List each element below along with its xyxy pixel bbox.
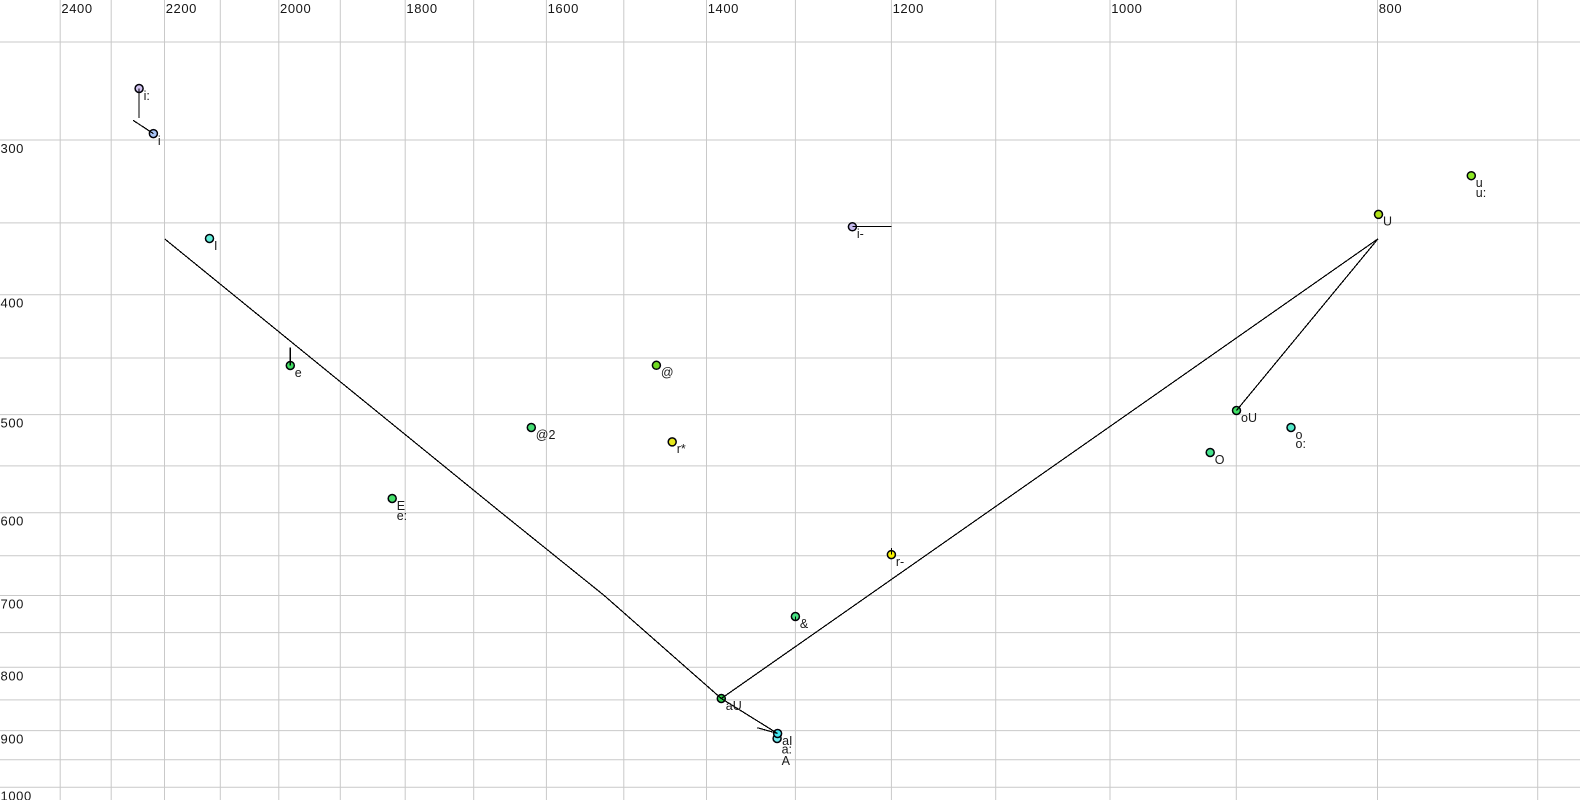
svg-text:2200: 2200 (166, 1, 197, 16)
svg-text:aI: aI (782, 734, 792, 748)
svg-text:2000: 2000 (280, 1, 311, 16)
svg-text:u: u (1476, 176, 1483, 190)
svg-text:700: 700 (1, 597, 25, 612)
svg-text:e:: e: (397, 509, 407, 523)
svg-text:O: O (1215, 453, 1225, 467)
svg-text:U: U (1383, 215, 1392, 229)
svg-text:1600: 1600 (548, 1, 579, 16)
svg-text:500: 500 (1, 416, 25, 431)
svg-text:1000: 1000 (1, 788, 32, 800)
svg-text:300: 300 (1, 141, 25, 156)
svg-text:@2: @2 (536, 428, 556, 442)
svg-text:o:: o: (1296, 437, 1306, 451)
svg-text:r*: r* (677, 442, 686, 456)
svg-text:o: o (1296, 428, 1303, 442)
svg-text:1800: 1800 (406, 1, 437, 16)
svg-text:900: 900 (1, 732, 25, 747)
svg-text:i-: i- (857, 227, 864, 241)
svg-text:1400: 1400 (708, 1, 739, 16)
svg-text:a:: a: (782, 743, 792, 757)
svg-text:i:: i: (144, 89, 150, 103)
svg-text:I: I (214, 239, 217, 253)
svg-text:1000: 1000 (1111, 1, 1142, 16)
svg-text:i: i (158, 134, 161, 148)
svg-text:E: E (397, 499, 405, 513)
svg-text:2400: 2400 (61, 1, 92, 16)
svg-text:aU: aU (726, 699, 742, 713)
svg-text:1200: 1200 (893, 1, 924, 16)
svg-text:800: 800 (1, 668, 25, 683)
svg-text:e: e (295, 366, 302, 380)
svg-text:r-: r- (896, 555, 904, 569)
svg-text:&: & (800, 617, 809, 631)
svg-text:u:: u: (1476, 186, 1486, 200)
svg-text:oU: oU (1241, 411, 1257, 425)
svg-text:400: 400 (1, 296, 25, 311)
svg-text:800: 800 (1379, 1, 1403, 16)
svg-text:600: 600 (1, 514, 25, 529)
svg-text:@: @ (661, 366, 674, 380)
svg-text:A: A (782, 754, 791, 768)
